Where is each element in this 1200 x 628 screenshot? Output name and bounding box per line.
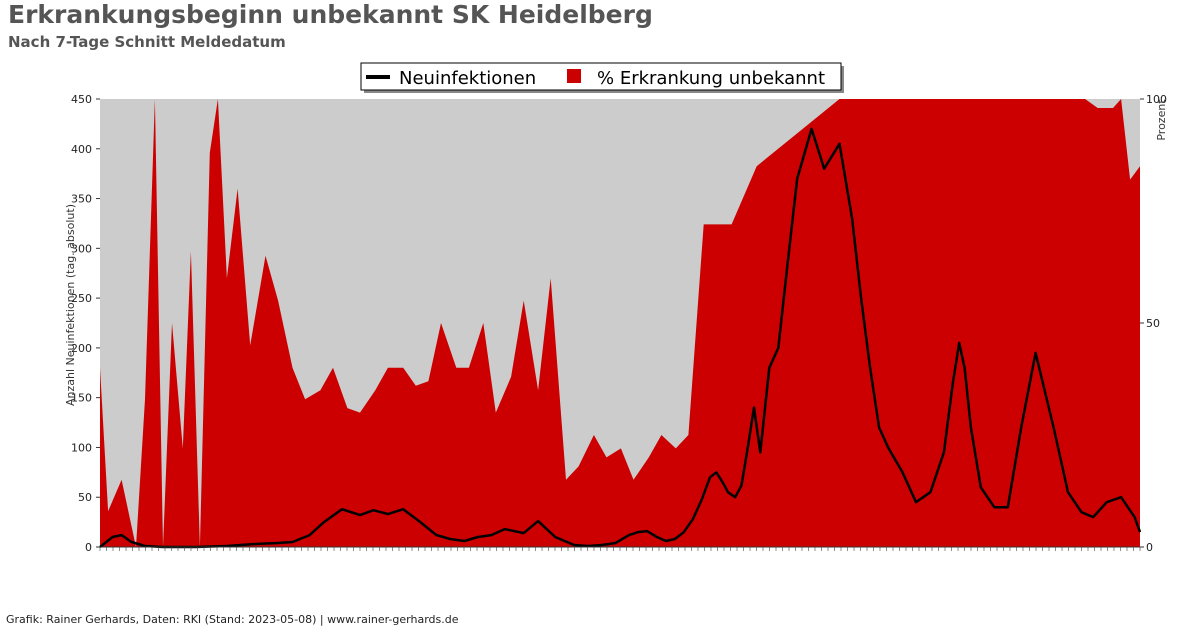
legend-entry-line: Neuinfektionen [399,68,536,89]
y-tick-label: 350 [71,193,92,206]
y-axis-label: Anzahl Neuinfektionen (tag. absolut) [64,204,77,406]
x-axis [99,546,1141,551]
y-tick-label: 150 [71,392,92,405]
area-series-percent-unknown [100,99,1140,547]
y-tick-label: 50 [78,491,92,504]
chart-title: Erkrankungsbeginn unbekannt SK Heidelber… [8,0,653,29]
footer-credit: Grafik: Rainer Gerhards, Daten: RKI (Sta… [6,613,459,626]
legend-entry-area: % Erkrankung unbekannt [597,68,825,89]
area-series-layer [100,99,1140,547]
y-tick-label: 250 [71,292,92,305]
y2-tick-label: 100 [1146,93,1167,106]
y-tick-label: 450 [71,93,92,106]
y2-tick-label: 0 [1146,541,1153,554]
right-axis: 0 50 100 [1140,93,1167,554]
chart-subtitle: Nach 7-Tage Schnitt Meldedatum [8,33,286,51]
y-tick-label: 300 [71,242,92,255]
line-series-layer [99,127,1142,549]
y-tick-label: 0 [85,541,92,554]
line-series-new-infections [99,127,1142,549]
y-tick-label: 100 [71,441,92,454]
legend-box [360,62,842,91]
left-axis: 0 50 100 150 200 250 300 350 400 450 [71,93,100,554]
y-tick-label: 400 [71,143,92,156]
legend: Neuinfektionen % Erkrankung unbekannt [360,62,844,93]
y-tick-label: 200 [71,342,92,355]
y2-tick-label: 50 [1146,317,1160,330]
y2-axis-label: Prozent [1155,99,1168,141]
legend-area-swatch [567,69,581,83]
